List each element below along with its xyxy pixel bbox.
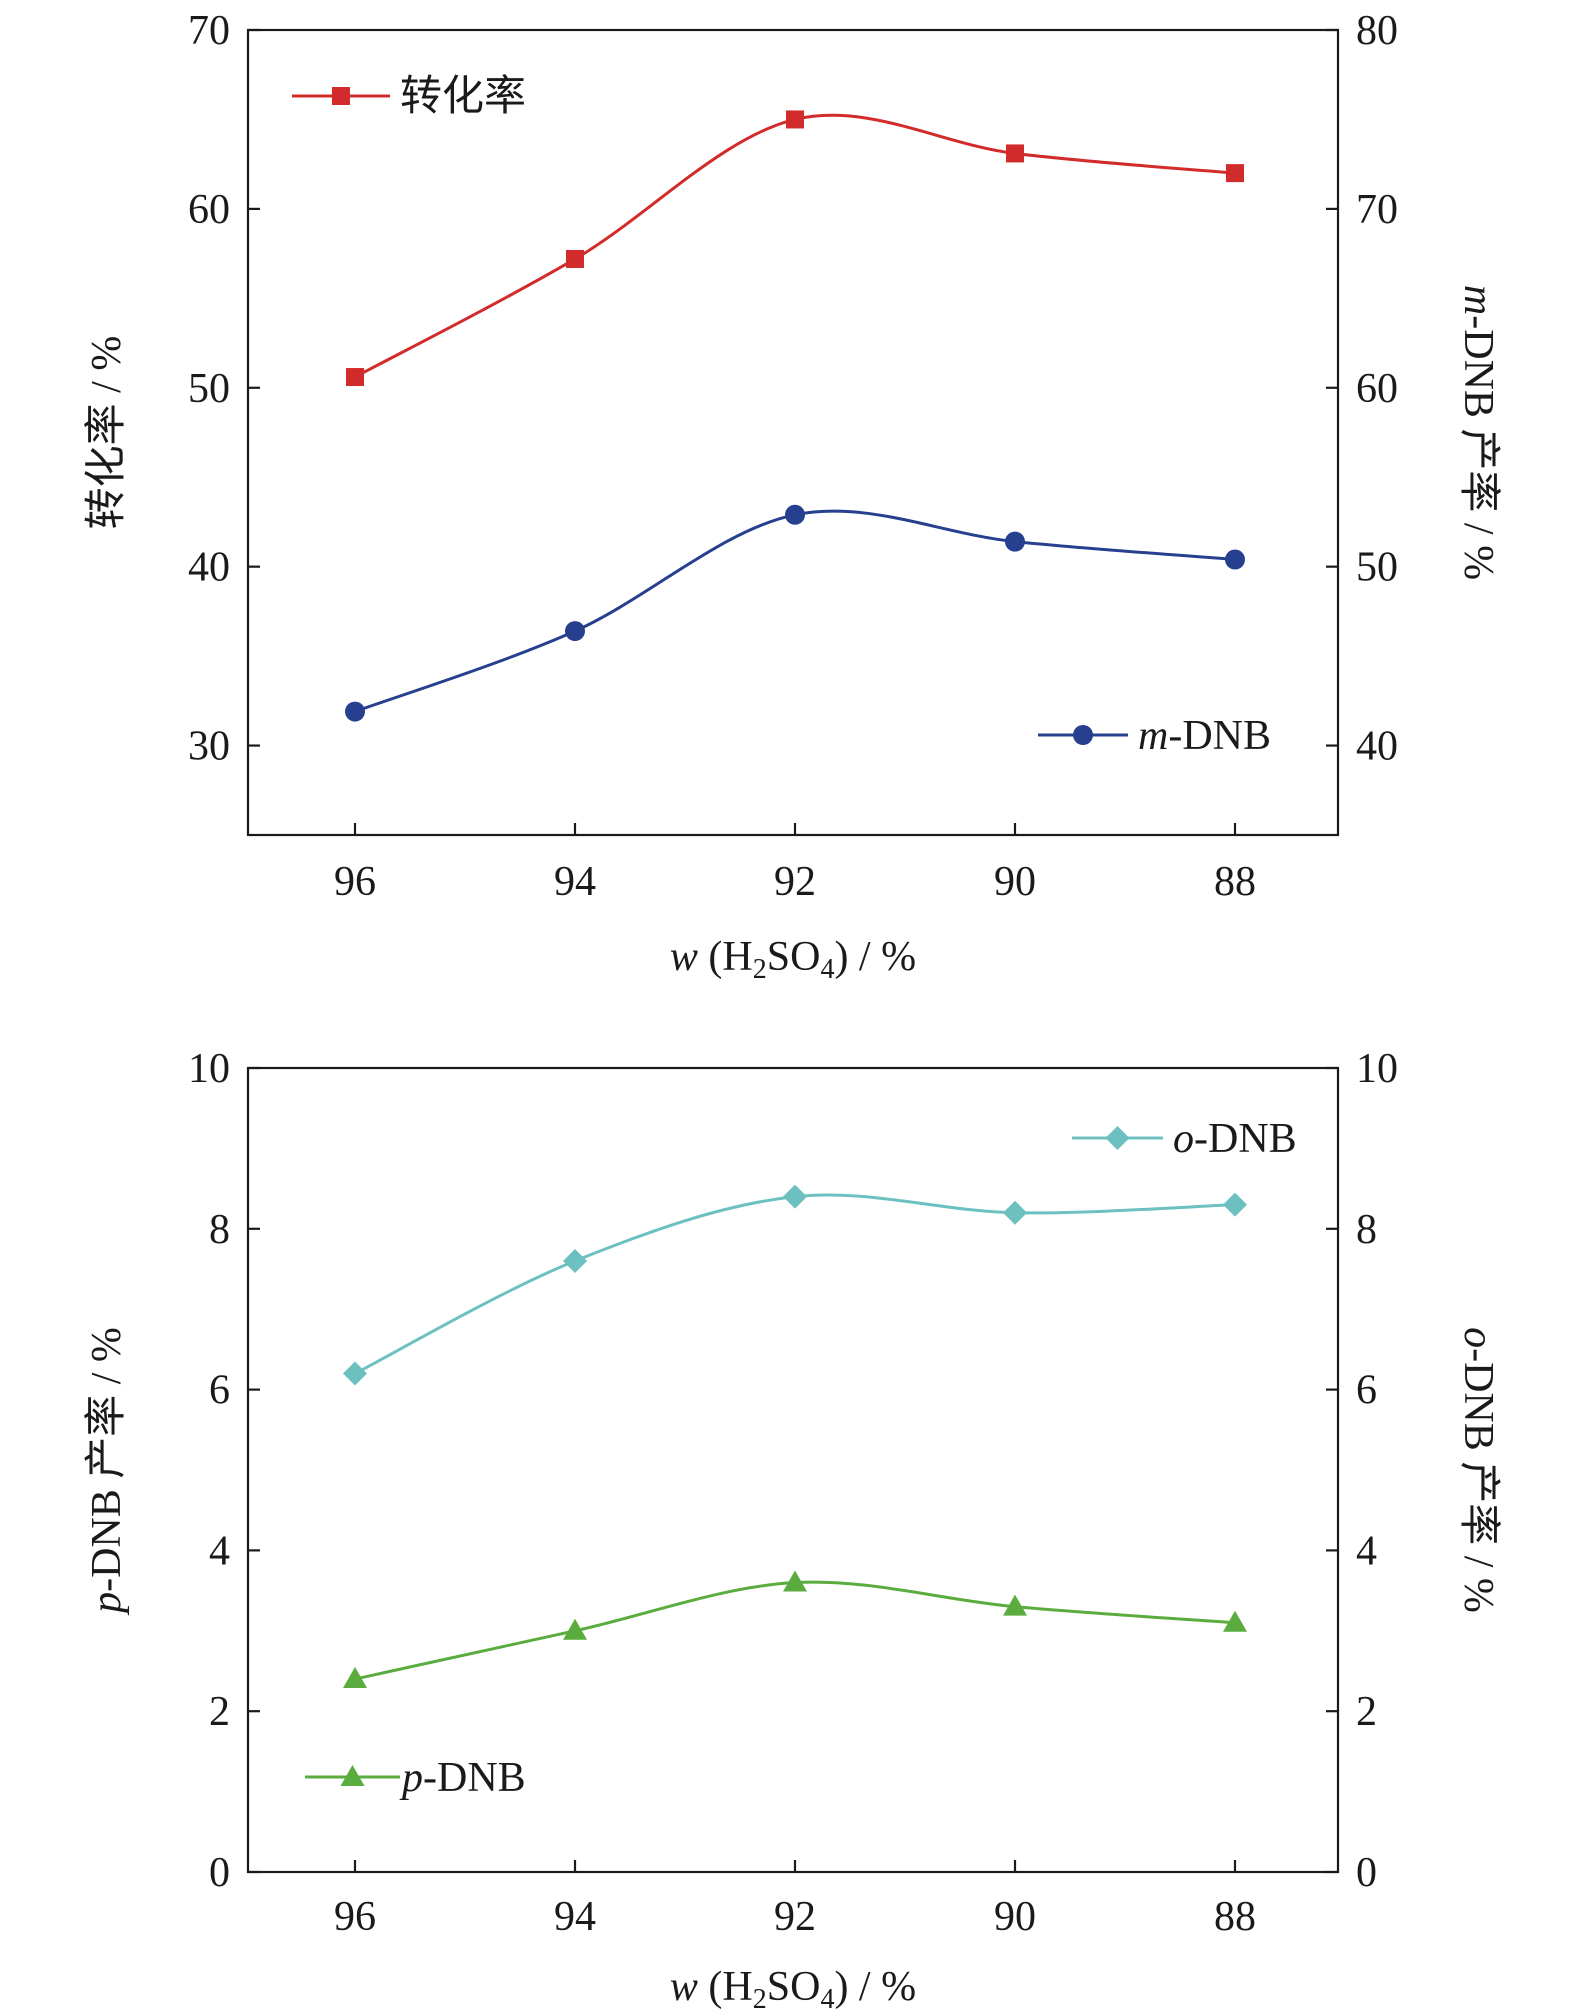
y-left-tick-label: 6 bbox=[209, 1368, 230, 1414]
x-tick-label: 96 bbox=[334, 859, 376, 905]
data-point bbox=[1003, 1594, 1027, 1616]
y-left-axis-label: p-DNB 产率 / % bbox=[83, 1327, 130, 1616]
x-axis-label: w (H2SO4) / % bbox=[670, 934, 916, 985]
x-tick-label: 90 bbox=[994, 1894, 1036, 1940]
data-point bbox=[1003, 1200, 1027, 1225]
legend-label: 转化率 bbox=[400, 73, 526, 120]
data-point bbox=[1223, 1192, 1247, 1217]
plot-frame bbox=[246, 1066, 1340, 1874]
data-point bbox=[563, 1248, 587, 1273]
legend-swatch-marker bbox=[1073, 725, 1093, 745]
legend-entry: 转化率 bbox=[292, 73, 526, 120]
data-point bbox=[783, 1570, 807, 1592]
y-left-tick-label: 40 bbox=[188, 545, 230, 591]
y-right-tick-label: 70 bbox=[1356, 187, 1398, 233]
data-point bbox=[1006, 144, 1024, 163]
series-line bbox=[353, 1580, 1237, 1681]
x-axis-label: w (H2SO4) / % bbox=[670, 1964, 916, 2012]
legend-entry: o-DNB bbox=[1072, 1116, 1297, 1162]
data-point bbox=[563, 1618, 587, 1640]
y-left-tick-label: 30 bbox=[188, 724, 230, 770]
x-tick-label: 94 bbox=[554, 859, 596, 905]
series-m-DNB bbox=[345, 504, 1245, 722]
data-point bbox=[1005, 531, 1025, 552]
y-right-tick-label: 80 bbox=[1356, 8, 1398, 54]
y-right-tick-label: 0 bbox=[1356, 1850, 1377, 1896]
series-line bbox=[353, 1193, 1237, 1376]
legend-swatch-marker bbox=[1105, 1126, 1130, 1150]
series-p-DNB bbox=[343, 1570, 1247, 1689]
y-left-tick-label: 60 bbox=[188, 187, 230, 233]
y-right-tick-label: 2 bbox=[1356, 1689, 1377, 1735]
y-left-tick-label: 2 bbox=[209, 1689, 230, 1735]
x-tick-label: 88 bbox=[1214, 859, 1256, 905]
legend-swatch-marker bbox=[340, 1765, 365, 1786]
data-point bbox=[345, 701, 365, 722]
data-point bbox=[785, 504, 805, 525]
y-left-tick-label: 10 bbox=[188, 1046, 230, 1092]
x-tick-label: 90 bbox=[994, 859, 1036, 905]
data-point bbox=[566, 249, 584, 268]
y-right-tick-label: 10 bbox=[1356, 1046, 1398, 1092]
y-left-tick-label: 4 bbox=[209, 1528, 230, 1574]
y-right-tick-label: 6 bbox=[1356, 1368, 1377, 1414]
legend-label: p-DNB bbox=[399, 1755, 526, 1801]
plot-frame bbox=[246, 28, 1340, 837]
legend-swatch-marker bbox=[332, 87, 350, 105]
y-right-tick-label: 50 bbox=[1356, 545, 1398, 591]
data-point bbox=[565, 621, 585, 642]
y-right-tick-label: 60 bbox=[1356, 366, 1398, 412]
data-point bbox=[343, 1361, 367, 1386]
data-point bbox=[786, 110, 804, 129]
data-point bbox=[1225, 549, 1245, 570]
legend-label: m-DNB bbox=[1138, 713, 1271, 759]
data-point bbox=[346, 368, 364, 387]
legend-entry: m-DNB bbox=[1038, 713, 1271, 759]
y-left-axis-label: 转化率 / % bbox=[83, 336, 130, 530]
series-o-DNB bbox=[343, 1184, 1247, 1386]
y-left-tick-label: 70 bbox=[188, 8, 230, 54]
x-tick-label: 88 bbox=[1214, 1894, 1256, 1940]
x-tick-label: 94 bbox=[554, 1894, 596, 1940]
series-line bbox=[353, 113, 1237, 379]
data-point bbox=[1223, 1610, 1247, 1632]
y-right-tick-label: 40 bbox=[1356, 724, 1398, 770]
x-tick-label: 92 bbox=[774, 859, 816, 905]
y-right-tick-label: 8 bbox=[1356, 1207, 1377, 1253]
legend-entry: p-DNB bbox=[305, 1755, 526, 1801]
y-left-tick-label: 0 bbox=[209, 1850, 230, 1896]
y-right-axis-label: o-DNB 产率 / % bbox=[1455, 1327, 1502, 1613]
x-tick-label: 96 bbox=[334, 1894, 376, 1940]
legend-label: o-DNB bbox=[1173, 1116, 1297, 1162]
data-point bbox=[343, 1667, 367, 1689]
series-line bbox=[353, 509, 1237, 714]
x-tick-label: 92 bbox=[774, 1894, 816, 1940]
chart-panel-1: 96 94 92 90 88 30 40 50 60 70 40 50 60 70 80 w (H2SO4) … bbox=[83, 8, 1502, 985]
chart-panel-2: 96 94 92 90 88 0 2 4 6 8 10 0 2 4 6 8 10 w (H2SO4) / % p-D… bbox=[83, 1046, 1502, 2012]
y-right-axis-label: m-DNB 产率 / % bbox=[1455, 285, 1502, 580]
series-转化率 bbox=[346, 110, 1244, 387]
data-point bbox=[1226, 164, 1244, 183]
data-point bbox=[783, 1184, 807, 1209]
y-left-tick-label: 50 bbox=[188, 366, 230, 412]
y-left-tick-label: 8 bbox=[209, 1207, 230, 1253]
y-right-tick-label: 4 bbox=[1356, 1528, 1377, 1574]
